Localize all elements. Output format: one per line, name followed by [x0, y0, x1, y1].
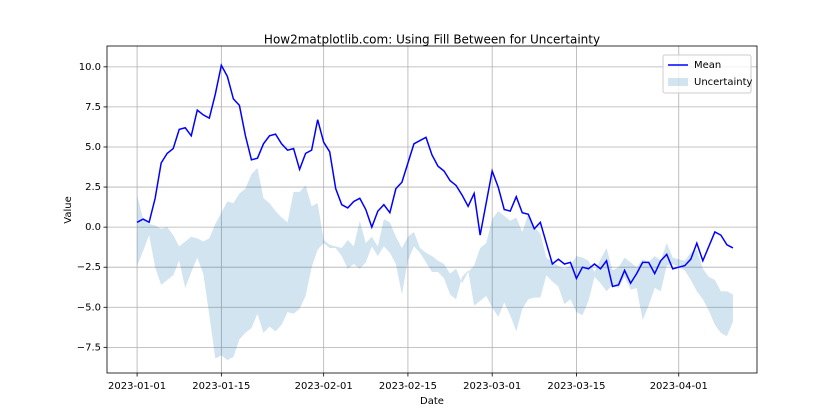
y-tick-label: −7.5 [77, 342, 101, 353]
legend-swatch [668, 78, 688, 86]
legend-label: Uncertainty [694, 77, 753, 88]
x-tick-label: 2023-03-15 [547, 381, 605, 392]
y-tick-label: 10.0 [79, 62, 101, 73]
chart-title: How2matplotlib.com: Using Fill Between f… [264, 33, 600, 47]
mean-line [136, 63, 734, 288]
y-tick-label: −2.5 [77, 262, 101, 273]
y-tick-label: 7.5 [85, 102, 101, 113]
legend-label: Mean [694, 60, 721, 71]
x-tick-label: 2023-02-01 [295, 381, 353, 392]
x-tick-label: 2023-01-01 [108, 381, 166, 392]
y-tick-label: 0.0 [85, 222, 101, 233]
y-tick-label: 2.5 [85, 182, 101, 193]
x-tick-label: 2023-02-15 [379, 381, 437, 392]
x-tick-label: 2023-04-01 [650, 381, 708, 392]
x-tick-label: 2023-03-01 [463, 381, 521, 392]
y-tick-label: −5.0 [77, 302, 101, 313]
x-tick-label: 2023-01-15 [192, 381, 250, 392]
plot-frame [106, 45, 758, 374]
y-tick-label: 5.0 [85, 142, 101, 153]
uncertainty-band [137, 167, 733, 361]
y-axis-label: Value [63, 196, 74, 223]
x-axis-label: Date [420, 396, 444, 407]
